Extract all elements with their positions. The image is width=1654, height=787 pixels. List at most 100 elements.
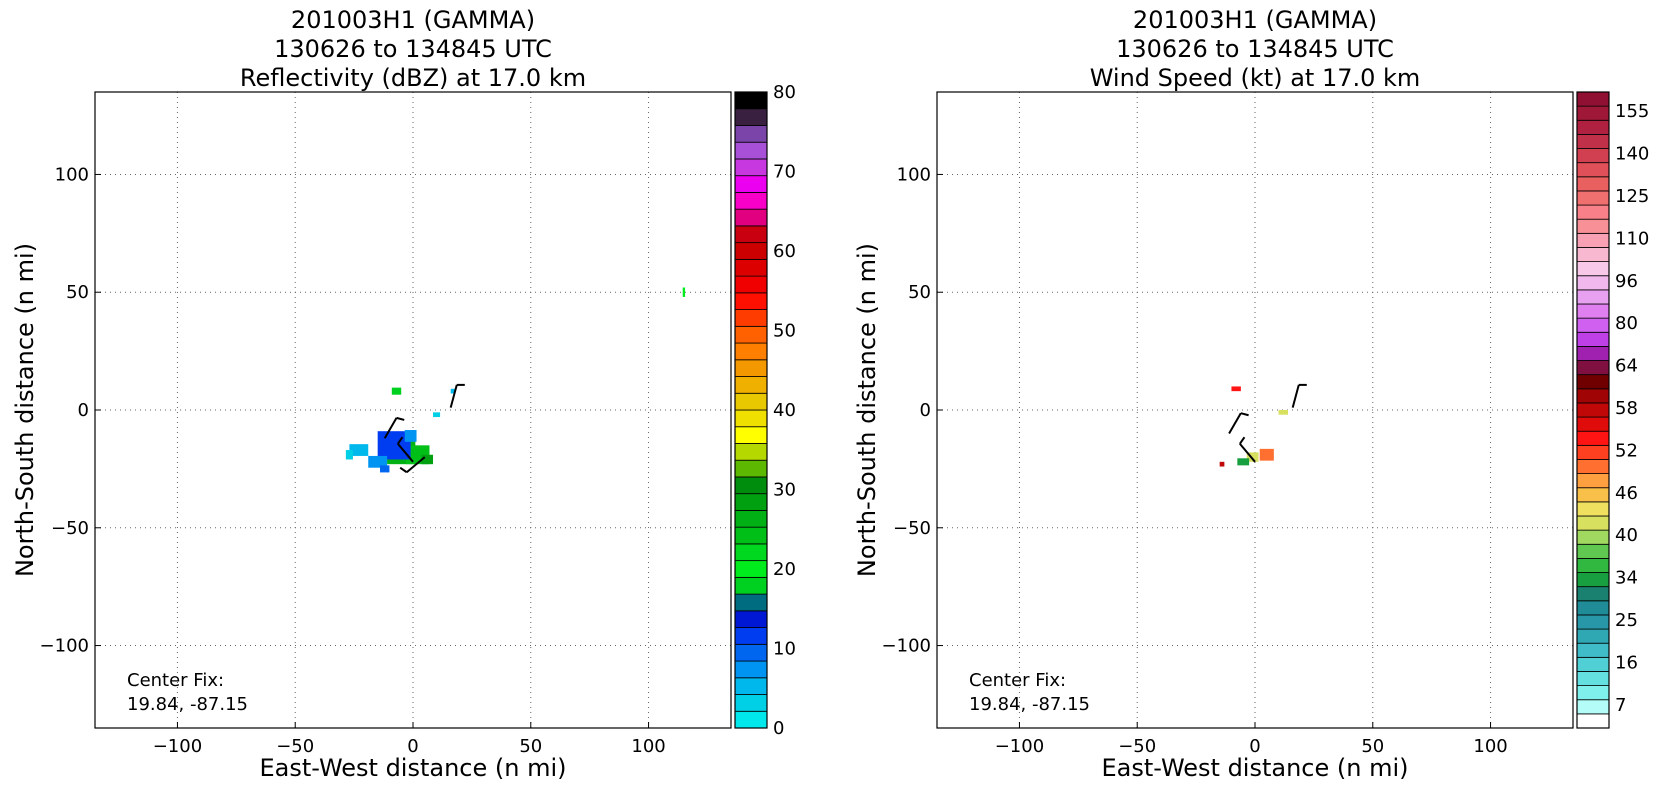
colorbar-segment [1576, 656, 1610, 672]
colorbar-segment [1576, 303, 1610, 319]
x-tick-label: 50 [519, 736, 542, 757]
colorbar-segment [1576, 444, 1610, 460]
wind-barb-flag [1240, 412, 1249, 417]
colorbar-segment [734, 576, 768, 595]
echo-cell [368, 455, 388, 468]
y-tick-label: 0 [78, 400, 89, 421]
colorbar-segment [1576, 275, 1610, 291]
colorbar-segment [1576, 473, 1610, 489]
colorbar-segment [1576, 204, 1610, 220]
colorbar-frame [1576, 91, 1610, 729]
echo-cell [1278, 410, 1288, 415]
colorbar-segment [734, 660, 768, 679]
x-tick-label: 0 [1249, 736, 1260, 757]
colorbar-segment [1576, 331, 1610, 347]
colorbar-tick-label: 64 [1615, 356, 1638, 377]
colorbar-segment [1576, 586, 1610, 602]
colorbar-segment [734, 225, 768, 244]
colorbar-segment [734, 694, 768, 712]
y-axis-label: North-South distance (n mi) [853, 243, 881, 577]
colorbar-segment [1576, 289, 1610, 305]
echo-cell [421, 454, 434, 465]
colorbar-tick-label: 96 [1615, 271, 1638, 292]
colorbar-segment [734, 342, 768, 361]
colorbar-segment [1576, 501, 1610, 517]
colorbar-tick-label: 60 [773, 241, 796, 262]
echo-cell [349, 444, 369, 456]
chart-title-line: Reflectivity (dBZ) at 17.0 km [240, 64, 586, 92]
colorbar-segment [1576, 543, 1610, 559]
colorbar-segment [734, 325, 768, 344]
colorbar-segment [734, 392, 768, 411]
colorbar-tick-label: 58 [1615, 398, 1638, 419]
chart-title-line: 130626 to 134845 UTC [1116, 35, 1394, 63]
colorbar-tick-label: 70 [773, 162, 796, 183]
wind-barb-staff [406, 456, 426, 474]
colorbar-segment [1576, 628, 1610, 644]
colorbar-segment [1576, 713, 1610, 729]
y-tick-label: 100 [897, 164, 931, 185]
x-tick-label: 50 [1361, 736, 1384, 757]
colorbar-tick-label: 0 [773, 718, 784, 739]
colorbar-segment [734, 627, 768, 645]
chart-title-line: 201003H1 (GAMMA) [1133, 6, 1377, 34]
colorbar-segment [1576, 487, 1610, 503]
echo-cell [450, 388, 456, 394]
colorbar-segment [734, 192, 768, 210]
colorbar-tick-label: 50 [773, 321, 796, 342]
colorbar-segment [1576, 459, 1610, 475]
colorbar-segment [1576, 133, 1610, 149]
x-axis-label: East-West distance (n mi) [1101, 754, 1408, 782]
colorbar-segment [1576, 642, 1610, 658]
colorbar-tick-label: 7 [1615, 695, 1626, 716]
wind-barb-flag [1239, 436, 1246, 445]
echo-cell [391, 387, 402, 395]
colorbar-segment [734, 359, 768, 377]
colorbar-tick-label: 40 [1615, 525, 1638, 546]
colorbar-segment [1576, 402, 1610, 418]
x-tick-label: −100 [995, 736, 1044, 757]
colorbar-tick-label: 34 [1615, 568, 1638, 589]
colorbar-segment [1576, 119, 1610, 135]
colorbar-tick-label: 40 [773, 400, 796, 421]
colorbar-tick-label: 155 [1615, 101, 1649, 122]
colorbar-segment [734, 643, 768, 662]
chart-title-line: 130626 to 134845 UTC [274, 35, 552, 63]
wind-barb-staff [1291, 384, 1300, 408]
colorbar-tick-label: 10 [773, 639, 796, 660]
colorbar-segment [734, 426, 768, 444]
y-tick-label: 100 [55, 164, 89, 185]
colorbar-segment [734, 292, 768, 310]
colorbar-tick-label: 46 [1615, 483, 1638, 504]
colorbar-tick-label: 30 [773, 480, 796, 501]
echo-cell [682, 287, 686, 297]
colorbar-segment [1576, 190, 1610, 206]
colorbar-segment [1576, 232, 1610, 248]
colorbar-segment [1576, 360, 1610, 376]
colorbar-tick-label: 16 [1615, 652, 1638, 673]
y-tick-label: 50 [908, 282, 931, 303]
colorbar-segment [1576, 162, 1610, 178]
colorbar-segment [734, 175, 768, 193]
colorbar-segment [734, 376, 768, 394]
colorbar-segment [1576, 176, 1610, 192]
panel-wind-speed: 201003H1 (GAMMA)130626 to 134845 UTCWind… [853, 6, 1649, 782]
colorbar-segment [734, 493, 768, 511]
echo-cell [380, 465, 390, 473]
echo-cell [1219, 461, 1225, 467]
echo-cell [1237, 458, 1250, 466]
y-tick-label: 0 [920, 400, 931, 421]
wind-barb-staff [1228, 412, 1242, 435]
colorbar-segment [734, 242, 768, 260]
colorbar-segment [734, 593, 768, 612]
colorbar-tick-label: 25 [1615, 610, 1638, 631]
echo-cell [404, 430, 417, 442]
colorbar-segment [734, 409, 768, 428]
echo-cell [1231, 386, 1241, 392]
colorbar-segment [734, 258, 768, 277]
center-fix-annotation: 19.84, -87.15 [127, 694, 248, 715]
colorbar-segment [1576, 374, 1610, 390]
x-tick-label: 100 [1473, 736, 1507, 757]
colorbar-segment [1576, 600, 1610, 616]
y-axis-label: North-South distance (n mi) [11, 243, 39, 577]
